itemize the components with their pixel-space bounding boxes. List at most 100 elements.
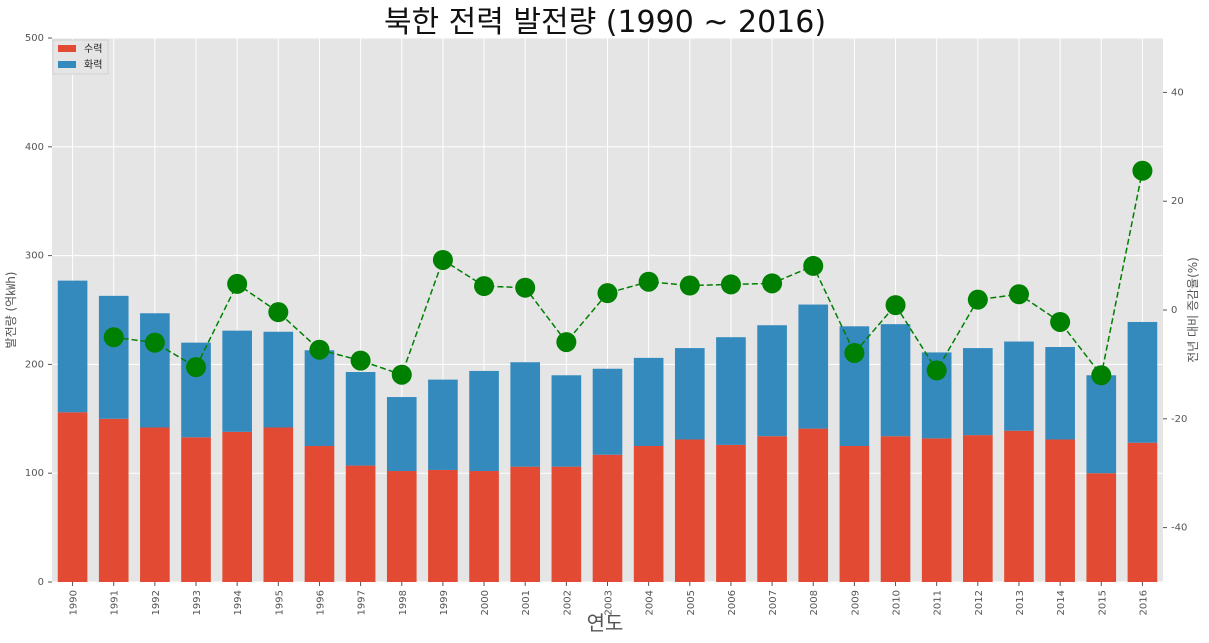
legend-swatch-thermal: [58, 61, 76, 68]
y-tick-label: 100: [25, 468, 44, 479]
axes: 0 100 200 300 400 500 -40 -20 0 20 40 1990 1991 1992 1…: [25, 33, 1187, 615]
growth-line: [103, 160, 1153, 386]
growth-point: [844, 342, 865, 363]
x-tick-label: 2004: [645, 590, 656, 615]
bar-hydro: [428, 469, 458, 582]
y2-tick-label: 40: [1171, 87, 1184, 98]
bar-hydro: [263, 427, 294, 582]
growth-point: [186, 357, 207, 378]
growth-point: [803, 255, 824, 276]
y-axis-label: 발전량 (억㎾h): [4, 272, 18, 349]
bar-thermal: [510, 362, 541, 467]
x-tick-label: 1991: [110, 590, 121, 615]
growth-point: [227, 273, 248, 294]
x-tick-label: 2014: [1056, 590, 1067, 615]
growth-point: [720, 274, 741, 295]
legend-swatch-hydro: [58, 45, 76, 52]
bar-thermal: [963, 348, 993, 436]
x-tick-label: 2010: [892, 590, 903, 615]
bar-thermal: [880, 324, 911, 437]
growth-point: [1050, 311, 1071, 332]
growth-point: [967, 289, 988, 310]
bar-hydro: [551, 466, 582, 582]
growth-point: [1008, 284, 1029, 305]
legend-label-hydro: 수력: [84, 43, 102, 55]
bar-thermal: [386, 397, 417, 472]
bar-thermal: [428, 379, 458, 470]
chart-title: 북한 전력 발전량 (1990 ~ 2016): [384, 5, 826, 40]
y2-axis-label: 전년 대비 증감율(%): [1186, 257, 1200, 363]
bar-thermal: [140, 313, 170, 428]
x-tick-label: 2001: [521, 590, 532, 615]
bar-thermal: [222, 330, 252, 432]
bar-hydro: [386, 471, 417, 582]
x-tick-label: 1990: [69, 590, 80, 615]
bar-hydro: [345, 465, 376, 582]
growth-point: [885, 295, 906, 316]
growth-point: [926, 360, 947, 381]
bar-hydro: [1127, 442, 1158, 582]
bar-hydro: [469, 471, 499, 582]
bar-hydro: [921, 438, 952, 582]
growth-point: [762, 273, 783, 294]
bar-thermal: [1086, 375, 1117, 474]
bar-hydro: [140, 427, 170, 582]
bars: [57, 280, 1158, 582]
growth-point: [638, 271, 659, 292]
x-tick-label: 2005: [686, 590, 697, 615]
growth-point: [679, 275, 700, 296]
legend: 수력 화력: [52, 39, 109, 75]
x-tick-label: 2002: [562, 590, 573, 615]
x-tick-label: 2012: [974, 590, 985, 615]
x-tick-label: 2008: [809, 590, 820, 615]
bar-thermal: [98, 295, 129, 419]
growth-point: [1091, 365, 1112, 386]
growth-point: [474, 276, 495, 297]
x-tick-label: 2016: [1138, 590, 1149, 615]
bar-hydro: [880, 436, 911, 582]
x-tick-label: 2013: [1015, 590, 1026, 615]
bar-hydro: [757, 436, 787, 582]
growth-point: [515, 277, 536, 298]
bar-thermal: [633, 357, 664, 446]
x-tick-label: 2003: [604, 590, 615, 615]
x-tick-label: 1996: [315, 590, 326, 615]
bar-thermal: [674, 348, 705, 440]
x-tick-label: 1998: [398, 590, 409, 615]
growth-point: [597, 283, 618, 304]
bar-hydro: [510, 466, 541, 582]
bar-hydro: [839, 446, 870, 582]
y2-tick-label: 0: [1171, 305, 1177, 316]
bar-thermal: [592, 368, 623, 455]
x-tick-label: 1995: [274, 590, 285, 615]
x-tick-label: 2011: [933, 590, 944, 615]
x-tick-label: 1992: [151, 590, 162, 615]
y-tick-label: 400: [25, 142, 44, 153]
x-tick-label: 2007: [768, 590, 779, 615]
y-tick-label: 500: [25, 33, 44, 44]
bar-thermal: [716, 337, 746, 445]
x-tick-label: 1993: [192, 590, 203, 615]
bar-hydro: [222, 431, 252, 582]
y2-tick-label: -20: [1171, 414, 1187, 425]
bar-hydro: [963, 435, 993, 582]
bar-thermal: [1045, 346, 1075, 440]
bar-hydro: [1045, 439, 1075, 582]
y-tick-label: 0: [38, 577, 44, 588]
bar-hydro: [592, 454, 623, 582]
y2-tick-label: 20: [1171, 196, 1184, 207]
legend-label-thermal: 화력: [84, 59, 102, 71]
x-axis-label: 연도: [587, 611, 624, 635]
bar-thermal: [551, 375, 582, 467]
growth-point: [144, 332, 165, 353]
bar-hydro: [716, 444, 746, 582]
growth-point: [103, 327, 124, 348]
bar-hydro: [674, 439, 705, 582]
x-tick-label: 1999: [439, 590, 450, 615]
growth-point: [309, 339, 330, 360]
x-tick-label: 2006: [727, 590, 738, 615]
x-tick-label: 2015: [1097, 590, 1108, 615]
growth-point: [1132, 160, 1153, 181]
bar-thermal: [1127, 321, 1158, 443]
